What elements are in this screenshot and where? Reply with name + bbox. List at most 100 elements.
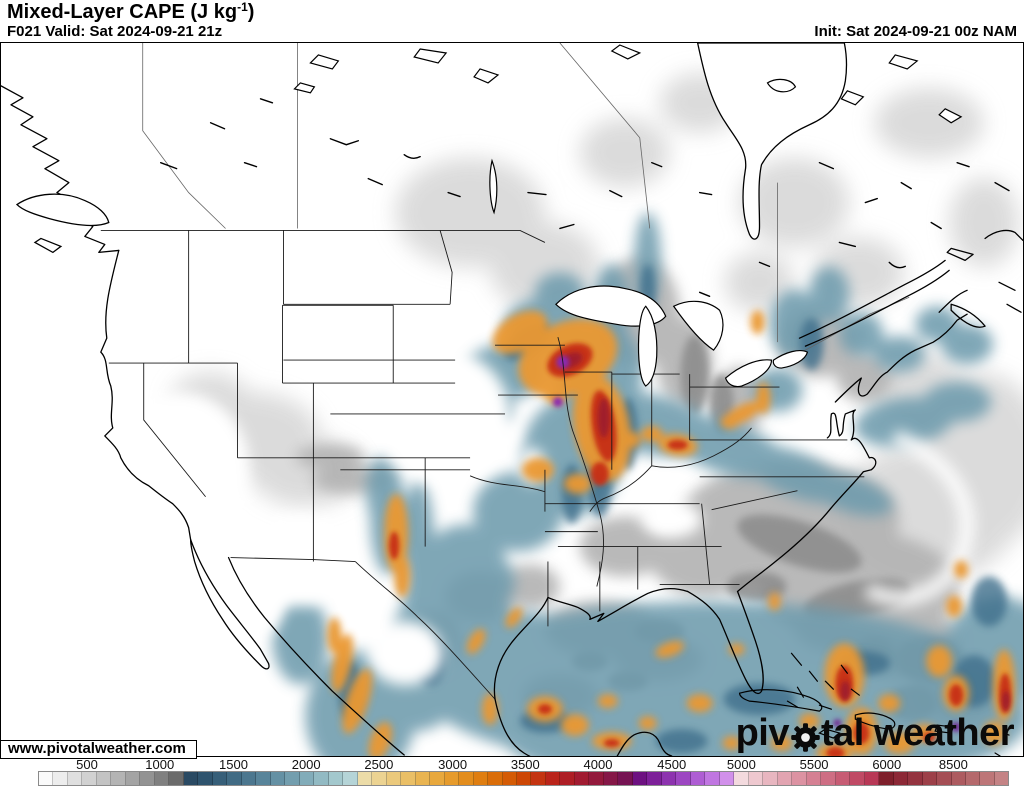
colorbar-cell <box>719 772 735 785</box>
hudson-bay <box>696 43 848 240</box>
colorbar-tick-label: 8500 <box>938 757 968 772</box>
cape-layer-white-holes <box>110 352 702 686</box>
gear-icon <box>790 722 821 753</box>
colorbar-cell <box>792 772 807 785</box>
colorbar-cell <box>430 772 445 785</box>
colorbar-cell <box>357 772 373 785</box>
colorbar-cell <box>951 772 966 785</box>
colorbar-tick-label: 5500 <box>799 757 829 772</box>
colorbar-tick-label: 6000 <box>872 757 902 772</box>
colorbar-cell <box>183 772 199 785</box>
colorbar-ticks: 500 1000 1500 2000 2500 3000 3500 4000 4500 5000 5… <box>0 757 1024 772</box>
canada-lakes <box>159 98 1010 297</box>
colorbar-cell <box>39 772 54 785</box>
colorbar-cell <box>299 772 315 785</box>
colorbar-cell <box>314 772 329 785</box>
colorbar-tick-label: 1000 <box>145 757 175 772</box>
colorbar-cell <box>386 772 402 785</box>
coastlines <box>1 85 1023 756</box>
colorbar-tick-label: 2000 <box>291 757 321 772</box>
logo-text-weather: weather <box>863 712 1015 754</box>
arctic-islands <box>293 44 963 124</box>
colorbar-cell <box>994 772 1009 785</box>
page-title: Mixed-Layer CAPE (J kg-1) <box>7 0 255 23</box>
colorbar-cell <box>777 772 793 785</box>
logo-text-piv: piv <box>735 712 790 754</box>
colorbar-cell <box>893 772 909 785</box>
atlantic-dry-swirl <box>863 429 975 607</box>
colorbar-cell <box>806 772 822 785</box>
colorbar-cell <box>125 772 141 785</box>
colorbar-cell <box>980 772 995 785</box>
colorbar-cell <box>82 772 97 785</box>
colorbar-cell <box>473 772 489 785</box>
colorbar-cell <box>908 772 923 785</box>
colorbar-cell <box>603 772 619 785</box>
colorbar-cell <box>444 772 460 785</box>
colorbar-cell <box>111 772 126 785</box>
colorbar-cell <box>560 772 575 785</box>
colorbar-cell <box>328 772 344 785</box>
forecast-valid-label: F021 Valid: Sat 2024-09-21 21z <box>7 23 223 40</box>
colorbar-cell <box>864 772 880 785</box>
colorbar-cell <box>821 772 836 785</box>
great-lakes <box>489 158 809 388</box>
colorbar-tick-label: 5000 <box>726 757 756 772</box>
colorbar-cell <box>966 772 981 785</box>
colorbar-cell <box>922 772 938 785</box>
colorbar-cell <box>488 772 503 785</box>
colorbar-cell <box>227 772 242 785</box>
colorbar-tick-label: 4000 <box>583 757 613 772</box>
colorbar-cell <box>618 772 633 785</box>
colorbar-cell <box>516 772 532 785</box>
weather-map[interactable]: piv tal weather <box>0 42 1024 757</box>
colorbar-cell <box>850 772 865 785</box>
colorbar-cells <box>38 771 1009 786</box>
colorbar-cell <box>154 772 170 785</box>
colorbar-cell <box>256 772 271 785</box>
colorbar-cell <box>212 772 228 785</box>
colorbar-cell <box>502 772 517 785</box>
colorbar-cell <box>140 772 155 785</box>
colorbar-cell <box>632 772 648 785</box>
colorbar-cell <box>415 772 431 785</box>
colorbar-tick-label: 1500 <box>219 757 248 772</box>
colorbar-cell <box>589 772 604 785</box>
colorbar-tick-label: 4500 <box>657 757 687 772</box>
pivotal-weather-logo: piv tal weather <box>735 712 1015 754</box>
colorbar-cell <box>734 772 749 785</box>
site-url-label: www.pivotalweather.com <box>0 740 197 759</box>
logo-text-tal: tal <box>820 712 864 754</box>
colorbar-cell <box>169 772 184 785</box>
colorbar-cell <box>198 772 213 785</box>
cape-layer-orange <box>327 310 1016 756</box>
superscript-exponent: -1 <box>237 0 248 14</box>
colorbar-cell <box>372 772 387 785</box>
colorbar-tick-label: 3000 <box>438 757 468 772</box>
colorbar-cell <box>647 772 662 785</box>
colorbar-cell <box>763 772 778 785</box>
colorbar-cell <box>690 772 706 785</box>
colorbar-tick-label: 3500 <box>510 757 540 772</box>
colorbar-cell <box>96 772 112 785</box>
colorbar-cell <box>285 772 300 785</box>
us-state-borders <box>100 230 865 700</box>
colorbar-cell <box>241 772 257 785</box>
vancouver-island <box>15 193 110 254</box>
colorbar-tick-label: 2500 <box>364 757 394 772</box>
cape-layer-dark-red <box>561 352 1011 712</box>
colorbar-cell <box>879 772 894 785</box>
colorbar-cell <box>676 772 691 785</box>
colorbar-cell <box>574 772 590 785</box>
colorbar-cell <box>705 772 720 785</box>
colorbar-cell <box>545 772 561 785</box>
colorbar-cell <box>401 772 416 785</box>
colorbar-tick-label: 500 <box>76 757 98 772</box>
colorbar-cell <box>937 772 952 785</box>
colorbar-cell <box>67 772 83 785</box>
colorbar-cell <box>343 772 358 785</box>
caribbean-islands <box>738 652 1010 756</box>
colorbar-cell <box>748 772 764 785</box>
model-init-label: Init: Sat 2024-09-21 00z NAM <box>814 23 1017 40</box>
